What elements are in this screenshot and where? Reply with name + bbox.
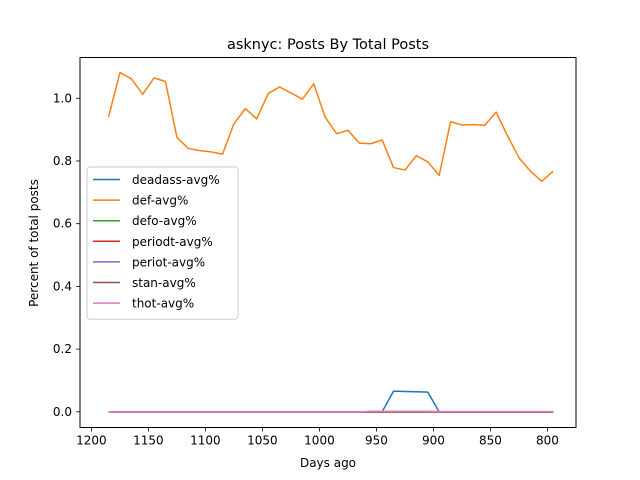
legend-label: periot-avg% <box>132 255 205 269</box>
x-tick-label: 1050 <box>247 434 278 448</box>
y-axis: 0.0 0.2 0.4 0.6 0.8 1.0 <box>53 91 80 419</box>
legend-label: periodt-avg% <box>132 235 213 249</box>
x-tick-label: 1150 <box>133 434 164 448</box>
plot-area <box>107 71 554 413</box>
x-tick-label: 1200 <box>76 434 107 448</box>
legend-label: deadass-avg% <box>132 173 220 187</box>
y-tick-label: 0.8 <box>53 154 72 168</box>
series-line-1 <box>107 71 554 183</box>
chart-title: asknyc: Posts By Total Posts <box>227 37 429 53</box>
x-tick-label: 1100 <box>190 434 221 448</box>
x-tick-label: 900 <box>422 434 445 448</box>
x-axis-label: Days ago <box>300 456 356 470</box>
series-line-6 <box>108 410 554 413</box>
x-tick-label: 1000 <box>304 434 335 448</box>
legend-label: thot-avg% <box>132 297 194 311</box>
legend-label: defo-avg% <box>132 214 197 228</box>
x-tick-label: 850 <box>479 434 502 448</box>
y-tick-label: 0.0 <box>53 405 72 419</box>
y-axis-label: Percent of total posts <box>27 179 41 307</box>
x-tick-label: 800 <box>536 434 559 448</box>
y-tick-label: 0.6 <box>53 217 72 231</box>
legend-box <box>86 166 239 320</box>
x-tick-label: 950 <box>365 434 388 448</box>
plot-frame <box>79 57 577 428</box>
y-tick-label: 1.0 <box>53 91 72 105</box>
x-axis: 1200 1150 1100 1050 1000 950 900 850 800 <box>76 427 559 448</box>
y-tick-label: 0.2 <box>53 342 72 356</box>
legend-label: def-avg% <box>132 194 188 208</box>
legend-label: stan-avg% <box>132 276 196 290</box>
y-tick-label: 0.4 <box>53 279 72 293</box>
legend: deadass-avg% def-avg% defo-avg% periodt-avg… <box>86 166 239 320</box>
